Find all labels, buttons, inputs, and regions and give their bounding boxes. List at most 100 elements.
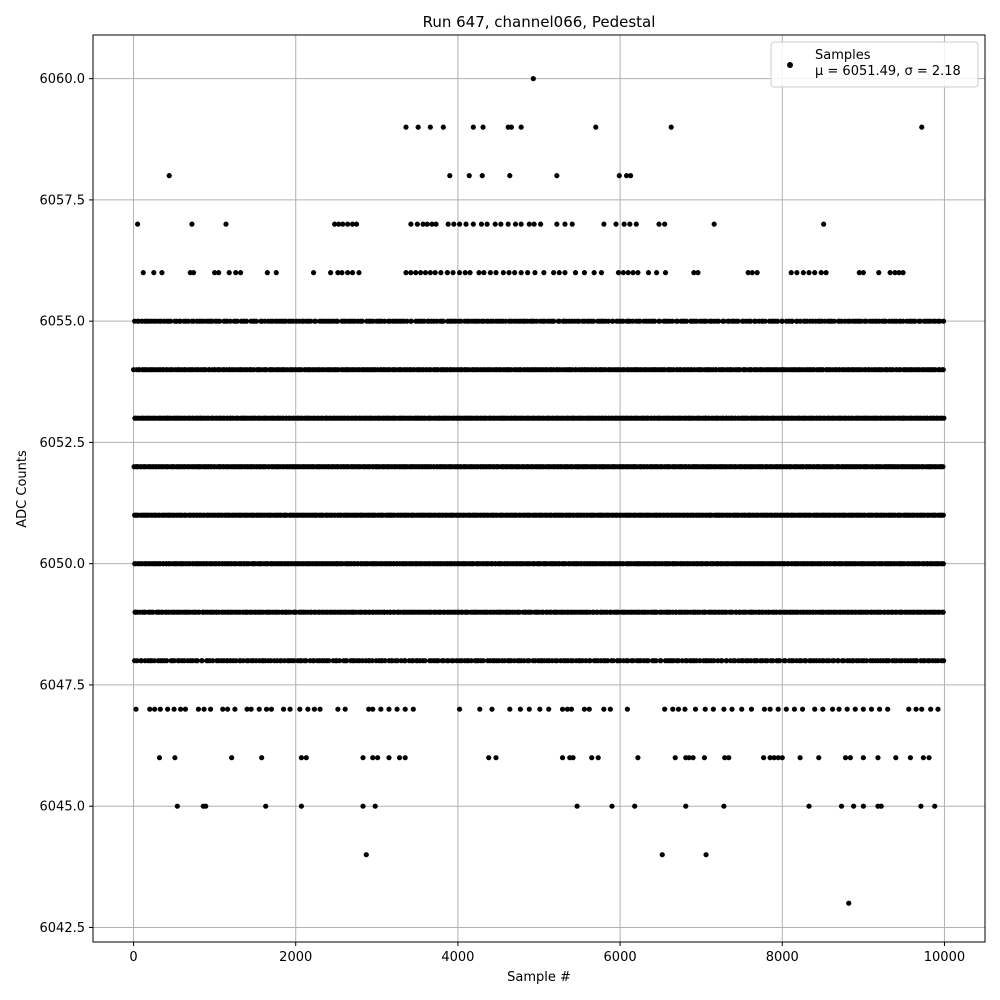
data-point bbox=[394, 706, 400, 712]
data-point bbox=[505, 221, 511, 227]
x-axis-ticks: 0 2000 4000 6000 8000 10000 bbox=[129, 942, 965, 965]
data-point bbox=[907, 755, 914, 761]
data-point bbox=[912, 318, 918, 324]
data-point bbox=[508, 124, 515, 130]
data-point bbox=[402, 706, 408, 712]
data-point bbox=[359, 318, 365, 324]
data-point bbox=[774, 318, 781, 324]
data-point bbox=[462, 270, 468, 276]
data-point bbox=[675, 658, 682, 664]
data-point bbox=[372, 803, 378, 809]
data-point bbox=[616, 173, 622, 179]
data-point bbox=[703, 852, 709, 858]
data-point bbox=[615, 270, 622, 276]
data-point bbox=[918, 803, 924, 809]
data-point bbox=[263, 706, 270, 712]
data-point bbox=[919, 706, 925, 712]
data-point bbox=[562, 270, 568, 276]
data-point bbox=[369, 658, 375, 664]
data-point bbox=[264, 270, 270, 276]
data-point bbox=[779, 755, 785, 761]
data-point bbox=[721, 318, 727, 324]
data-point bbox=[420, 221, 426, 227]
data-point bbox=[403, 124, 409, 130]
data-point bbox=[470, 221, 476, 227]
data-point bbox=[207, 706, 214, 712]
data-point bbox=[940, 609, 946, 615]
data-point bbox=[310, 270, 317, 276]
chart-title: Run 647, channel066, Pedestal bbox=[423, 13, 656, 31]
data-point bbox=[842, 755, 849, 761]
data-point bbox=[487, 270, 493, 276]
x-tick-label: 0 bbox=[129, 950, 137, 965]
data-point bbox=[624, 706, 630, 712]
data-point bbox=[711, 221, 717, 227]
data-point bbox=[378, 706, 384, 712]
data-point bbox=[782, 658, 788, 664]
data-point bbox=[940, 367, 946, 373]
data-point bbox=[609, 803, 615, 809]
data-point bbox=[307, 318, 314, 324]
data-point bbox=[194, 658, 200, 664]
data-point bbox=[151, 270, 157, 276]
data-point bbox=[906, 706, 912, 712]
data-point bbox=[410, 706, 416, 712]
data-point bbox=[559, 706, 566, 712]
x-tick-label: 10000 bbox=[924, 950, 965, 965]
y-tick-label: 6060.0 bbox=[40, 72, 86, 87]
data-point bbox=[775, 706, 781, 712]
data-point bbox=[754, 270, 760, 276]
data-point bbox=[403, 270, 409, 276]
data-point bbox=[777, 658, 783, 664]
data-point bbox=[458, 318, 464, 324]
data-point bbox=[764, 658, 770, 664]
data-point bbox=[298, 755, 304, 761]
data-point bbox=[919, 124, 925, 130]
data-point bbox=[396, 755, 403, 761]
data-point bbox=[456, 270, 463, 276]
legend-marker bbox=[787, 62, 793, 68]
data-point bbox=[761, 755, 767, 761]
data-point bbox=[440, 124, 446, 130]
data-point bbox=[177, 706, 184, 712]
data-point bbox=[747, 318, 754, 324]
data-point bbox=[623, 173, 630, 179]
data-point bbox=[794, 270, 800, 276]
data-point bbox=[463, 221, 469, 227]
data-point bbox=[356, 270, 362, 276]
data-point bbox=[468, 658, 475, 664]
data-point bbox=[605, 318, 612, 324]
data-point bbox=[630, 658, 636, 664]
data-point bbox=[657, 318, 663, 324]
data-point bbox=[601, 706, 607, 712]
data-point bbox=[847, 755, 853, 761]
data-point bbox=[422, 658, 428, 664]
data-point bbox=[506, 270, 512, 276]
data-point bbox=[363, 852, 369, 858]
data-point bbox=[941, 415, 947, 421]
data-point bbox=[370, 755, 376, 761]
data-point bbox=[366, 706, 372, 712]
data-point bbox=[892, 270, 898, 276]
data-point bbox=[164, 658, 170, 664]
data-point bbox=[335, 706, 341, 712]
data-point bbox=[900, 270, 906, 276]
data-point bbox=[820, 706, 826, 712]
data-point bbox=[317, 706, 323, 712]
data-point bbox=[432, 270, 438, 276]
data-point bbox=[427, 270, 433, 276]
data-point bbox=[476, 270, 482, 276]
data-point bbox=[394, 658, 401, 664]
data-point bbox=[537, 706, 543, 712]
data-point bbox=[190, 270, 197, 276]
data-point bbox=[860, 803, 866, 809]
data-point bbox=[210, 658, 216, 664]
data-point bbox=[668, 124, 674, 130]
data-point bbox=[470, 124, 476, 130]
data-point bbox=[174, 803, 180, 809]
data-point bbox=[353, 221, 360, 227]
data-point bbox=[831, 658, 837, 664]
data-point bbox=[771, 755, 777, 761]
data-point bbox=[595, 755, 601, 761]
